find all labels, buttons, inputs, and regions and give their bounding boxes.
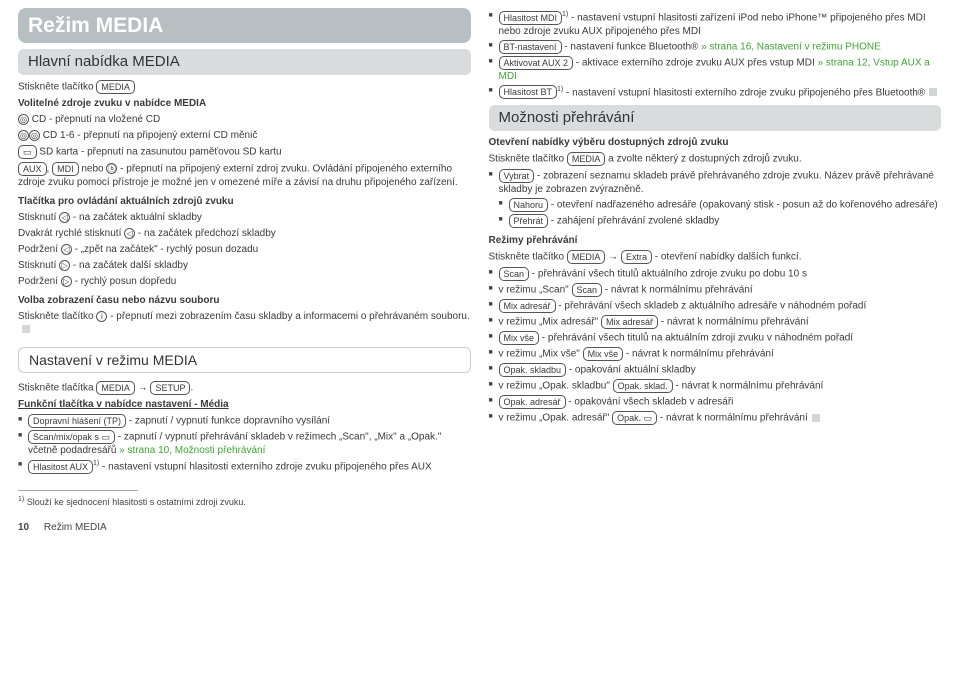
section-end-icon <box>929 88 937 96</box>
title-banner: Režim MEDIA <box>18 8 471 43</box>
footnote: 1) Slouží ke sjednocení hlasitosti s ost… <box>0 495 959 509</box>
page-number: 10 <box>18 522 29 533</box>
ctrl-next: Stisknutí ▷ - na začátek další skladby <box>18 259 471 272</box>
open-line: Stiskněte tlačítko MEDIA a zvolte někter… <box>489 152 942 166</box>
next-icon: ▷ <box>61 276 72 287</box>
page-footer: 10 Režim MEDIA <box>0 511 959 540</box>
sel-item: Vybrat - zobrazení seznamu skladeb právě… <box>489 169 942 228</box>
ctrl-dbl: Dvakrát rychlé stisknutí ◁ - na začátek … <box>18 227 471 240</box>
fb-aux: Hlasitost AUX1) - nastavení vstupní hlas… <box>18 459 471 474</box>
cd-icon: ◎ <box>18 114 29 125</box>
section-end-icon <box>22 325 30 333</box>
page-columns: Režim MEDIA Hlavní nabídka MEDIA Stiskně… <box>0 0 959 480</box>
settings-press: Stiskněte tlačítka MEDIA → SETUP. <box>18 381 471 395</box>
right-column: Hlasitost MDI1) - nastavení vstupní hlas… <box>489 8 942 476</box>
ctrl-heading: Tlačítka pro ovládání aktuálních zdrojů … <box>18 195 471 208</box>
setup-button: SETUP <box>150 381 190 395</box>
media-button: MEDIA <box>96 381 135 395</box>
fb-scan: Scan/mix/opak s ▭ - zapnutí / vypnutí př… <box>18 430 471 457</box>
open-heading: Otevření nabídky výběru dostupných zdroj… <box>489 136 942 149</box>
left-column: Režim MEDIA Hlavní nabídka MEDIA Stiskně… <box>18 8 471 476</box>
src-aux: AUX, MDI nebo ⓑ - přepnutí na připojený … <box>18 162 471 189</box>
src-sd: ▭ SD karta - přepnutí na zasunutou paměť… <box>18 145 471 159</box>
prev-icon: ◁ <box>124 228 135 239</box>
media-button: MEDIA <box>96 80 135 94</box>
footer-section: Režim MEDIA <box>44 522 107 533</box>
src-cd: ◎ CD - přepnutí na vložené CD <box>18 113 471 126</box>
fb-tp: Dopravní hlášení (TP) - zapnutí / vypnut… <box>18 414 471 428</box>
time-line: Stiskněte tlačítko i - přepnutí mezi zob… <box>18 310 471 336</box>
aux-button: AUX <box>18 162 47 176</box>
h2-playback: Možnosti přehrávání <box>489 105 942 131</box>
funcbtn-list: Dopravní hlášení (TP) - zapnutí / vypnut… <box>18 414 471 474</box>
prev-icon: ◁ <box>59 212 70 223</box>
funcbtn-list-cont: Hlasitost MDI1) - nastavení vstupní hlas… <box>489 10 942 99</box>
mdi-button: MDI <box>52 162 79 176</box>
fb-aux2: Aktivovat AUX 2 - aktivace externího zdr… <box>489 56 942 83</box>
modes-list: Scan - přehrávání všech titulů aktuálníh… <box>489 267 942 425</box>
ctrl-fwd: Podržení ▷ - rychlý posun dopředu <box>18 275 471 288</box>
src-cd16: ◎◎ CD 1-6 - přepnutí na připojený extern… <box>18 129 471 142</box>
media-button: MEDIA <box>567 250 606 264</box>
ctrl-hold: Podržení ◁ - „zpět na začátek" - rychlý … <box>18 243 471 256</box>
play-item: Přehrát - zahájení přehrávání zvolené sk… <box>499 214 942 228</box>
cd-icon: ◎ <box>18 130 29 141</box>
h3-settings: Nastavení v režimu MEDIA <box>18 347 471 373</box>
fb-mdi: Hlasitost MDI1) - nastavení vstupní hlas… <box>489 10 942 38</box>
cd-icon: ◎ <box>29 130 40 141</box>
up-item: Nahoru - otevření nadřazeného adresáře (… <box>499 198 942 212</box>
press-media: Stiskněte tlačítko MEDIA <box>18 80 471 94</box>
h2-main-menu: Hlavní nabídka MEDIA <box>18 49 471 75</box>
sources-heading: Volitelné zdroje zvuku v nabídce MEDIA <box>18 97 471 110</box>
prev-icon: ◁ <box>61 244 72 255</box>
modes-line: Stiskněte tlačítko MEDIA → Extra - otevř… <box>489 250 942 264</box>
info-icon: i <box>96 311 107 322</box>
select-list: Vybrat - zobrazení seznamu skladeb právě… <box>489 169 942 228</box>
extra-button: Extra <box>621 250 652 264</box>
section-end-icon <box>812 414 820 422</box>
time-heading: Volba zobrazení času nebo názvu souboru <box>18 294 471 307</box>
media-button: MEDIA <box>567 152 606 166</box>
fb-btvol: Hlasitost BT1) - nastavení vstupní hlasi… <box>489 85 942 100</box>
modes-heading: Režimy přehrávání <box>489 234 942 247</box>
next-icon: ▷ <box>59 260 70 271</box>
funcbtn-heading: Funkční tlačítka v nabídce nastavení - M… <box>18 398 471 411</box>
bt-icon: ⓑ <box>106 163 117 174</box>
footnote-rule <box>18 490 138 491</box>
ctrl-prev: Stisknutí ◁ - na začátek aktuální skladb… <box>18 211 471 224</box>
fb-bt: BT-nastavení - nastavení funkce Bluetoot… <box>489 40 942 54</box>
sd-icon: ▭ <box>18 145 37 159</box>
